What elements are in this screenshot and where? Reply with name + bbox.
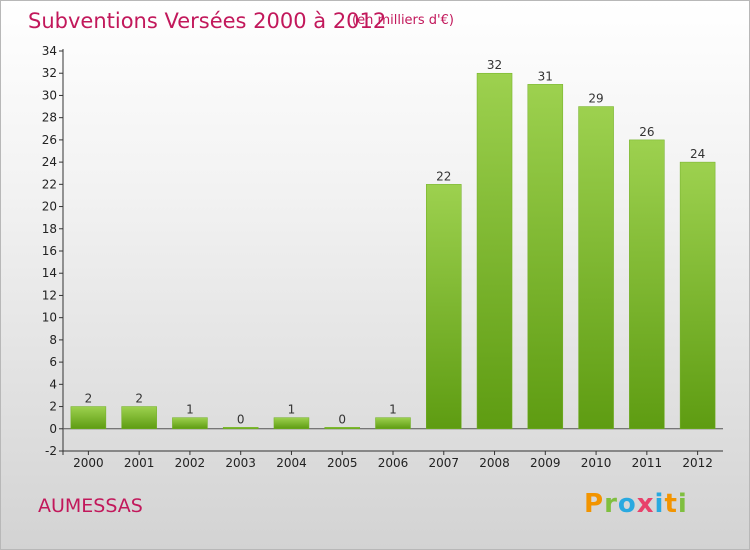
- data-label: 1: [389, 403, 397, 417]
- chart-title: Subventions Versées 2000 à 2012: [28, 9, 387, 33]
- data-label: 22: [436, 169, 451, 183]
- y-tick-label: -2: [45, 444, 57, 458]
- chart-subtitle: (en milliers d'€): [352, 13, 454, 28]
- y-tick-label: 8: [49, 333, 57, 347]
- data-label: 32: [487, 58, 502, 72]
- bar: [679, 161, 716, 430]
- x-tick-label: 2004: [276, 456, 307, 470]
- commune-name: AUMESSAS: [38, 495, 143, 517]
- x-tick-label: 2009: [530, 456, 561, 470]
- y-tick-label: 4: [49, 377, 57, 391]
- data-label: 0: [237, 412, 245, 426]
- y-tick-label: 22: [42, 177, 57, 191]
- y-tick-label: 18: [42, 222, 57, 236]
- bar: [426, 184, 462, 430]
- x-tick-label: 2012: [682, 456, 713, 470]
- y-tick-label: 32: [42, 66, 57, 80]
- data-label: 1: [288, 403, 296, 417]
- y-tick-label: 30: [42, 88, 57, 102]
- x-tick-label: 2003: [225, 456, 256, 470]
- bar: [578, 106, 614, 430]
- logo-letter: t: [664, 489, 678, 519]
- y-tick-label: 20: [42, 200, 57, 214]
- y-tick-label: 12: [42, 288, 57, 302]
- x-tick-label: 2006: [378, 456, 409, 470]
- bar: [324, 427, 360, 430]
- y-tick-label: 0: [49, 422, 57, 436]
- x-tick-label: 2008: [479, 456, 510, 470]
- bar: [375, 417, 411, 430]
- bar: [476, 72, 513, 430]
- bar: [70, 406, 107, 430]
- data-label: 0: [338, 412, 346, 426]
- y-tick-label: 34: [42, 44, 57, 58]
- bar: [273, 417, 310, 430]
- logo-letter: r: [604, 489, 618, 519]
- logo-letter: i: [677, 489, 688, 519]
- data-label: 29: [588, 92, 603, 106]
- y-tick-label: 26: [42, 133, 57, 147]
- logo-letter: i: [654, 489, 665, 519]
- y-tick-label: 28: [42, 111, 57, 125]
- bar: [172, 417, 208, 430]
- data-label: 26: [639, 125, 654, 139]
- y-tick-label: 24: [42, 155, 57, 169]
- y-tick-label: 6: [49, 355, 57, 369]
- y-tick-label: 10: [42, 311, 57, 325]
- x-tick-label: 2010: [581, 456, 612, 470]
- logo-letter: P: [584, 489, 605, 519]
- logo-letter: x: [636, 489, 655, 519]
- data-label: 24: [690, 147, 705, 161]
- x-tick-label: 2011: [632, 456, 663, 470]
- bar: [222, 427, 259, 430]
- data-label: 31: [538, 69, 553, 83]
- y-tick-label: 16: [42, 244, 57, 258]
- x-tick-label: 2001: [124, 456, 155, 470]
- logo-letter: o: [617, 489, 637, 519]
- bar: [527, 84, 564, 430]
- y-tick-label: 2: [49, 400, 57, 414]
- x-tick-label: 2002: [175, 456, 206, 470]
- x-tick-label: 2005: [327, 456, 358, 470]
- x-tick-label: 2000: [73, 456, 104, 470]
- bar: [629, 139, 665, 430]
- data-label: 1: [186, 403, 194, 417]
- y-tick-label: 14: [42, 266, 57, 280]
- x-tick-label: 2007: [428, 456, 459, 470]
- proxiti-logo: Proxiti: [584, 489, 688, 519]
- data-label: 2: [135, 392, 143, 406]
- bar: [121, 406, 157, 430]
- data-label: 2: [85, 392, 93, 406]
